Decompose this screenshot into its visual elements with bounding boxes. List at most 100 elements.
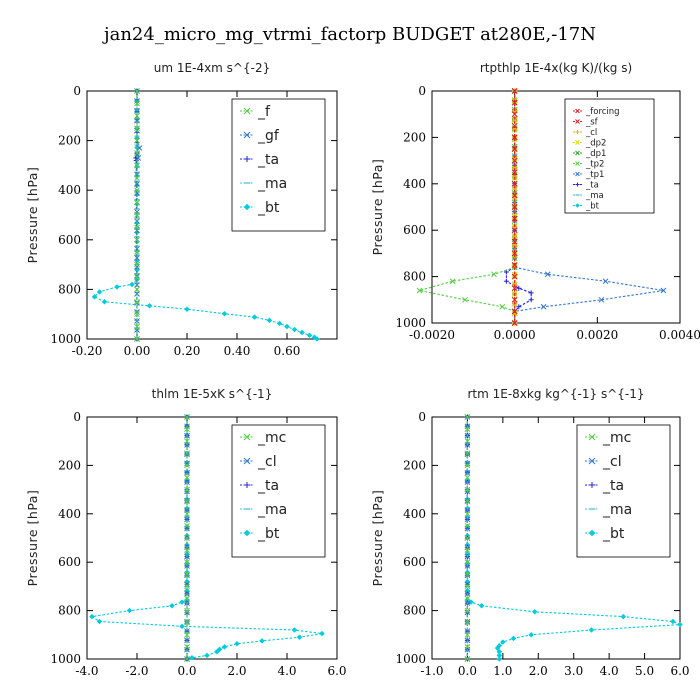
legend-marker [243, 529, 251, 537]
data-point [184, 523, 190, 529]
legend-label: _dp2 [585, 139, 606, 149]
legend-label: _ta [257, 152, 279, 168]
y-tick-label: 400 [58, 507, 81, 521]
y-tick-label: 800 [403, 604, 426, 618]
data-point [503, 278, 509, 284]
y-axis-label: Pressure [hPa] [25, 167, 40, 264]
legend-label: _bt [257, 200, 280, 216]
panel-2: rtpthlp 1E-4x(kg K)/(kg s) Pressure [hPa]… [370, 61, 700, 342]
data-point [464, 498, 471, 505]
data-point [134, 174, 140, 181]
data-point [478, 602, 485, 609]
x-tick-label: 0.40 [224, 344, 251, 358]
data-point [464, 559, 471, 566]
y-axis-label: Pressure [hPa] [370, 490, 385, 587]
legend-label: _ta [257, 478, 279, 494]
figure-title: jan24_micro_mg_vtrmi_factorp BUDGET at28… [102, 24, 596, 45]
y-axis-label: Pressure [hPa] [370, 159, 385, 256]
y-tick-label: 200 [58, 134, 81, 148]
data-point [184, 571, 190, 578]
legend-marker [575, 108, 580, 114]
x-tick-label: 6.0 [327, 664, 346, 678]
legend-label: _bt [257, 526, 280, 542]
legend-label: _forcing [585, 107, 620, 117]
panel-3: thlm 1E-5xK s^{-1} Pressure [hPa] -4.0 -2.0… [25, 387, 347, 678]
data-point [314, 336, 320, 342]
data-point [134, 199, 140, 206]
y-tick-label: 600 [403, 223, 426, 237]
data-point [528, 290, 534, 296]
data-point [464, 572, 471, 579]
data-point [134, 323, 140, 330]
data-point [511, 146, 518, 152]
y-tick-label: 1000 [395, 316, 426, 330]
data-point [169, 602, 175, 609]
data-point [184, 510, 190, 517]
data-point [464, 523, 471, 529]
x-tick-label: 0.60 [274, 344, 301, 358]
data-point [134, 273, 140, 279]
y-tick-label: 200 [58, 458, 81, 472]
legend-label: _cl [585, 128, 597, 138]
data-point [464, 510, 471, 517]
y-tick-label: 200 [403, 458, 426, 472]
data-point [134, 88, 140, 94]
data-point [134, 150, 140, 156]
data-point [136, 145, 143, 151]
series-mc [184, 414, 190, 662]
legend-marker [575, 161, 580, 166]
legend-marker [575, 203, 580, 208]
data-point [179, 623, 185, 630]
x-tick-label: 3.0 [564, 664, 583, 678]
data-point [184, 631, 190, 638]
data-point [184, 469, 190, 476]
plot-frame [86, 416, 338, 660]
data-point [146, 302, 153, 309]
y-tick-label: 600 [58, 233, 81, 247]
data-point [464, 450, 471, 457]
data-point [134, 112, 140, 119]
data-point [96, 618, 103, 625]
data-point [184, 460, 190, 467]
legend-marker [575, 140, 580, 145]
legend: _mc _cl _ta _ma _bt [231, 424, 326, 558]
data-point [540, 303, 547, 310]
data-point [464, 460, 471, 467]
legend-label: _ma [602, 502, 632, 518]
legend-label: _dp1 [585, 149, 606, 159]
y-tick-label: 0 [418, 410, 426, 424]
data-point [464, 516, 471, 523]
data-point [134, 224, 140, 231]
data-point [134, 311, 140, 318]
y-axis-label: Pressure [hPa] [25, 490, 40, 587]
data-point [511, 215, 518, 222]
legend-marker [243, 203, 251, 211]
data-point [464, 486, 471, 493]
legend-label: _cl [602, 454, 622, 470]
data-point [494, 645, 501, 651]
data-point [184, 637, 190, 644]
data-point [89, 613, 95, 620]
y-tick-label: 800 [58, 282, 81, 296]
legend-label: _ta [602, 478, 624, 494]
data-point [511, 273, 518, 280]
data-point [184, 535, 190, 541]
data-point [511, 111, 518, 118]
data-point [114, 284, 120, 290]
x-tick-label: 0.0 [177, 664, 196, 678]
legend-label: _mc [257, 430, 286, 446]
legend-marker [244, 156, 250, 162]
data-point [511, 169, 518, 176]
x-tick-label: -4.0 [75, 664, 98, 678]
data-point [134, 107, 140, 114]
data-point [306, 332, 313, 339]
data-point [499, 303, 506, 310]
data-point [464, 607, 471, 614]
data-point [416, 287, 423, 294]
x-tick-label: 0.0040 [659, 328, 700, 342]
data-point [134, 336, 140, 342]
data-point [134, 181, 140, 187]
data-point [511, 99, 518, 106]
legend-marker [575, 182, 580, 187]
